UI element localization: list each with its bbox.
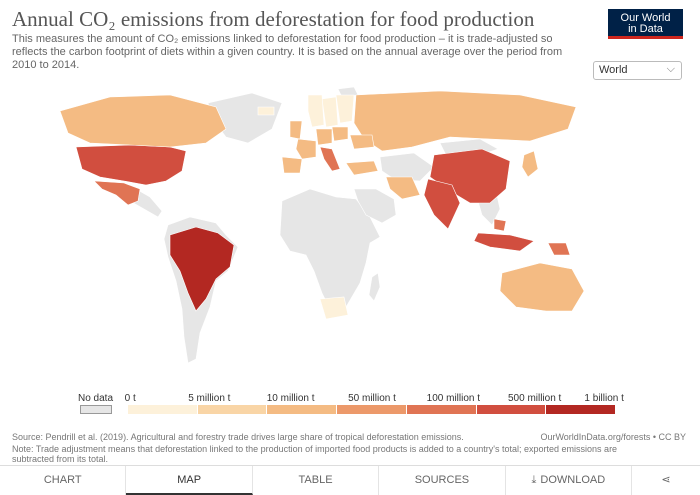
tab-download-label: DOWNLOAD: [540, 474, 606, 486]
country-canada[interactable]: [59, 94, 227, 148]
download-icon: ⤓: [531, 474, 537, 486]
country-united-kingdom[interactable]: [289, 120, 303, 140]
country-japan[interactable]: [521, 150, 539, 178]
share-button[interactable]: ⋖: [632, 466, 700, 495]
legend-bin-6[interactable]: [546, 405, 616, 414]
tab-sources[interactable]: SOURCES: [379, 466, 506, 495]
legend-tick-label: 500 million t: [507, 393, 562, 404]
country-malaysia[interactable]: [493, 218, 507, 232]
legend-bin-0[interactable]: [128, 405, 198, 414]
country-finland[interactable]: [335, 94, 355, 124]
country-france[interactable]: [295, 138, 317, 160]
legend-bin-5[interactable]: [476, 405, 547, 414]
legend-bin-3[interactable]: [337, 405, 407, 414]
owid-logo[interactable]: Our World in Data: [608, 9, 683, 39]
country-mexico[interactable]: [93, 180, 141, 206]
entity-selector-value: World: [599, 64, 628, 76]
country-turkey[interactable]: [345, 160, 379, 176]
country-germany[interactable]: [315, 128, 333, 146]
country-brazil[interactable]: [169, 226, 235, 312]
legend-no-data-label: No data: [78, 393, 114, 404]
country-africa-rest: [279, 188, 381, 318]
legend-tick-label: 100 million t: [426, 393, 481, 404]
legend-no-data-swatch: [80, 405, 112, 414]
country-papua-new-guinea[interactable]: [547, 242, 571, 256]
tab-download[interactable]: ⤓ DOWNLOAD: [505, 466, 633, 495]
world-map: [20, 85, 675, 385]
legend-tick-label: 10 million t: [266, 393, 315, 404]
entity-selector[interactable]: World ⌵: [593, 61, 682, 80]
country-middle-east: [353, 188, 397, 224]
country-south-africa[interactable]: [319, 296, 349, 320]
tab-table[interactable]: TABLE: [252, 466, 380, 495]
legend-tick-label: 1 billion t: [584, 393, 624, 404]
legend-bin-4[interactable]: [406, 405, 477, 414]
tab-chart-label: CHART: [43, 474, 82, 486]
country-united-states[interactable]: [75, 144, 187, 186]
tab-map[interactable]: MAP: [126, 466, 253, 495]
source-text: Source: Pendrill et al. (2019). Agricult…: [12, 432, 464, 442]
legend-tick-label: 0 t: [124, 393, 136, 404]
country-india[interactable]: [423, 178, 461, 230]
chevron-down-icon: ⌵: [666, 63, 675, 75]
country-indonesia[interactable]: [473, 232, 535, 252]
country-iceland[interactable]: [257, 106, 275, 116]
legend-bin-1[interactable]: [197, 405, 268, 414]
country-australia[interactable]: [499, 262, 585, 312]
map-legend: No data 0 t 5 million t 10 million t 50 mil…: [78, 393, 638, 417]
country-ukraine[interactable]: [349, 134, 375, 150]
tab-chart[interactable]: CHART: [0, 466, 127, 495]
logo-line-2: in Data: [628, 23, 663, 35]
chart-subtitle: This measures the amount of CO₂ emission…: [12, 33, 563, 71]
country-spain[interactable]: [281, 156, 303, 174]
tab-map-label: MAP: [177, 474, 202, 486]
tab-sources-label: SOURCES: [414, 474, 470, 486]
share-icon: ⋖: [661, 474, 671, 486]
tab-table-label: TABLE: [298, 474, 333, 486]
country-madagascar: [368, 272, 381, 302]
legend-tick-label: 50 million t: [348, 393, 396, 404]
country-iran[interactable]: [385, 176, 421, 200]
legend-tick-label: 5 million t: [188, 393, 231, 404]
logo-line-1: Our World: [620, 12, 671, 24]
bottom-tab-bar: CHART MAP TABLE SOURCES ⤓ DOWNLOAD ⋖: [0, 465, 700, 495]
country-norway[interactable]: [307, 94, 325, 128]
country-sweden[interactable]: [321, 96, 339, 128]
country-italy[interactable]: [319, 146, 341, 172]
chart-title: Annual CO₂ emissions from deforestation …: [12, 7, 535, 31]
note-text: Note: Trade adjustment means that defore…: [12, 444, 618, 464]
country-poland[interactable]: [331, 126, 349, 142]
legend-bin-2[interactable]: [267, 405, 338, 414]
country-central-asia: [379, 152, 435, 182]
credit-link[interactable]: OurWorldInData.org/forests • CC BY: [540, 432, 686, 442]
